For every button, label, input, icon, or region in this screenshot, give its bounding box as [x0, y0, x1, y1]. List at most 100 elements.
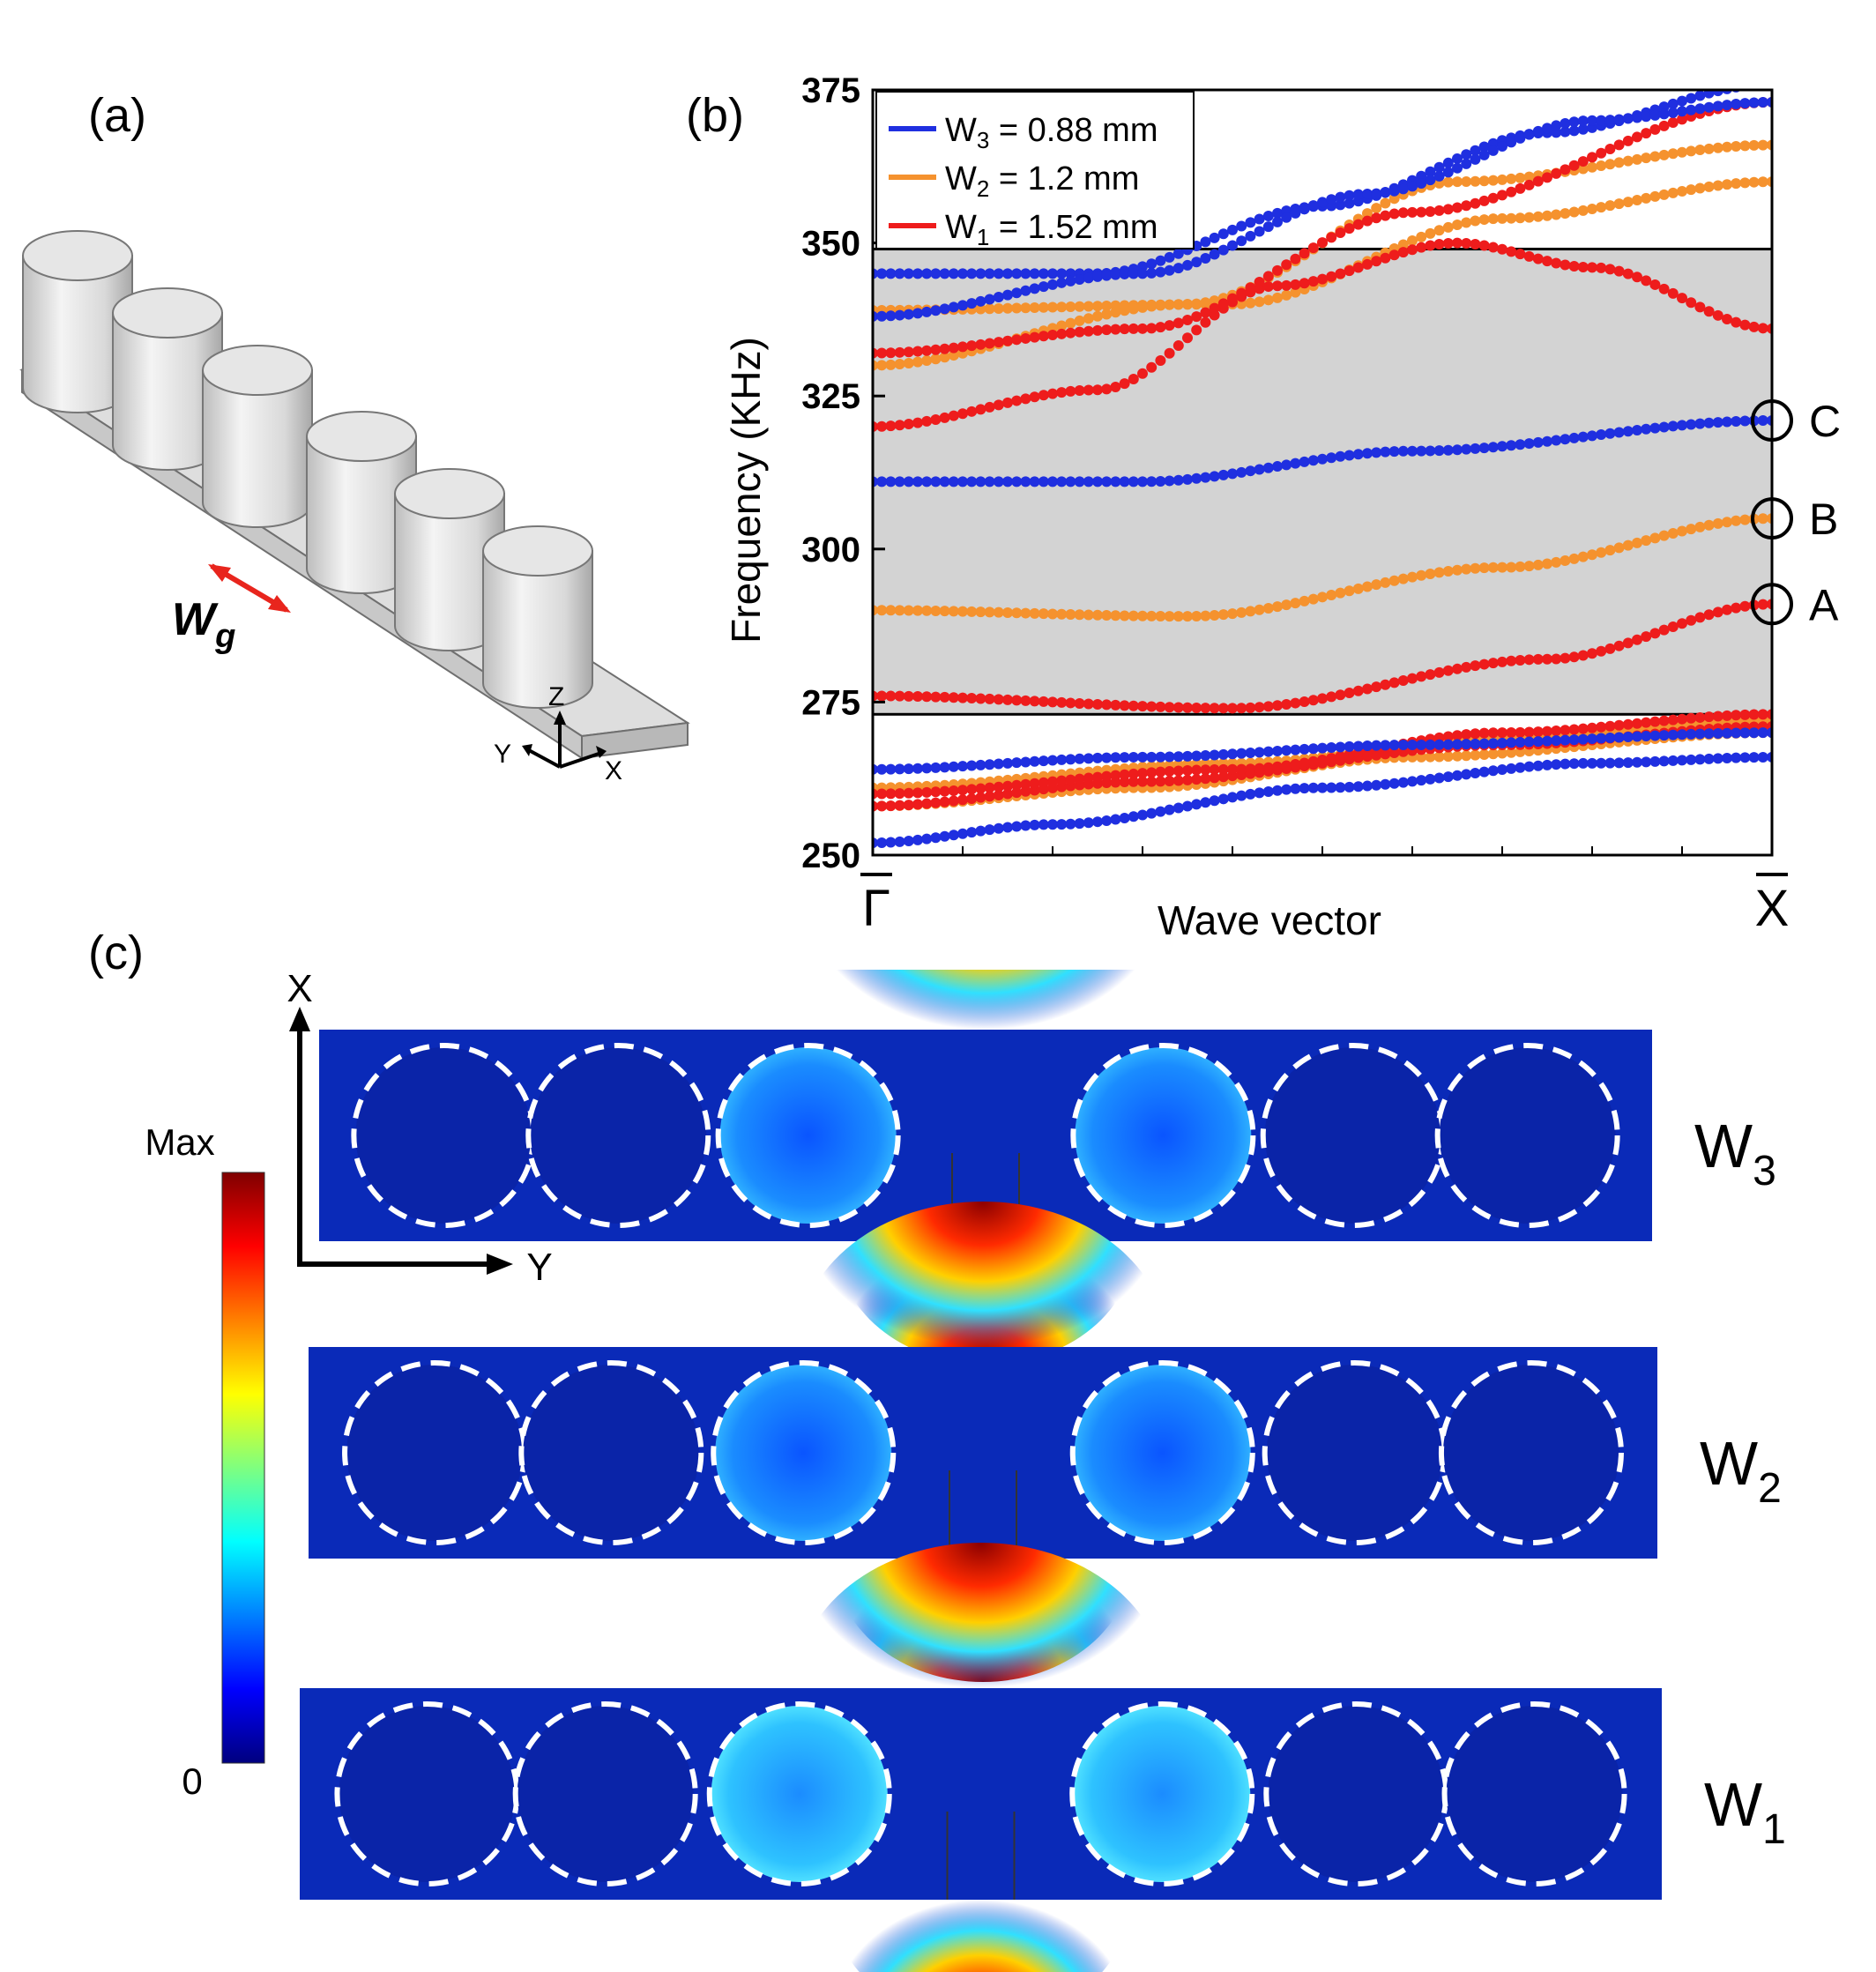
- data-point: [1146, 323, 1158, 334]
- data-point: [1397, 740, 1409, 751]
- data-point: [1596, 721, 1607, 733]
- data-point: [1020, 476, 1031, 487]
- data-point: [1703, 609, 1715, 621]
- y-tick-label: 325: [801, 377, 860, 416]
- pillar: [482, 525, 593, 709]
- data-point: [1155, 776, 1166, 787]
- legend-entry: W1 = 1.52 mm: [889, 209, 1158, 250]
- data-point: [1128, 768, 1139, 779]
- data-point: [1002, 302, 1013, 314]
- data-point: [1119, 752, 1130, 763]
- data-point: [894, 346, 905, 358]
- data-point: [966, 693, 978, 704]
- data-point: [1613, 139, 1625, 151]
- data-point: [1128, 373, 1139, 384]
- data-point: [1020, 332, 1031, 344]
- data-point: [1461, 176, 1472, 188]
- data-point: [876, 347, 888, 359]
- marker-B: B: [1751, 495, 1838, 544]
- data-point: [1442, 444, 1454, 456]
- data-point: [1029, 607, 1040, 619]
- data-point: [1506, 763, 1517, 774]
- data-point: [1694, 90, 1706, 101]
- data-point: [1667, 187, 1679, 198]
- resonator-outline: [525, 1043, 711, 1228]
- data-point: [1200, 253, 1211, 264]
- data-point: [1191, 750, 1202, 762]
- data-point: [1622, 197, 1634, 208]
- data-point: [1065, 609, 1076, 621]
- data-point: [1712, 309, 1723, 321]
- data-point: [1703, 90, 1715, 99]
- data-point: [1155, 766, 1166, 778]
- data-point: [1172, 765, 1184, 777]
- data-point: [1703, 519, 1715, 531]
- x-start-tick-label: Γ: [860, 873, 892, 937]
- data-point: [1757, 727, 1768, 739]
- data-point: [1722, 313, 1732, 324]
- data-point: [930, 762, 942, 773]
- data-point: [1182, 764, 1193, 776]
- triad-x-icon: [559, 751, 602, 769]
- data-point: [1182, 299, 1193, 310]
- resonator-outline: [518, 1360, 704, 1545]
- svg-text:X: X: [1755, 880, 1790, 937]
- triad-y-label: Y: [494, 740, 511, 769]
- data-point: [1658, 101, 1670, 113]
- data-point: [1020, 268, 1031, 279]
- data-point: [1757, 415, 1768, 427]
- data-point: [912, 417, 923, 428]
- data-point: [1227, 608, 1238, 620]
- data-point: [1523, 179, 1535, 190]
- data-point: [903, 787, 914, 799]
- data-point: [1587, 733, 1597, 745]
- data-point: [894, 268, 905, 279]
- data-point: [1029, 476, 1040, 487]
- data-point: [885, 310, 897, 322]
- data-point: [1074, 476, 1085, 487]
- field-maps: Max 0 X Y W3 W2 W1: [145, 970, 1786, 1972]
- pillar: [22, 230, 133, 413]
- data-point: [1371, 203, 1382, 214]
- data-point: [1542, 210, 1552, 221]
- data-point: [1551, 257, 1562, 269]
- data-point: [975, 303, 986, 315]
- data-point: [921, 355, 933, 367]
- data-point: [1110, 324, 1121, 335]
- field-map-W2: W2: [309, 1202, 1782, 1682]
- data-point: [1667, 117, 1679, 129]
- data-point: [984, 476, 995, 487]
- data-point: [1487, 562, 1499, 573]
- data-point: [1074, 773, 1085, 785]
- svg-text:Γ: Γ: [862, 880, 890, 937]
- data-point: [1281, 459, 1292, 471]
- data-point: [1577, 723, 1589, 734]
- data-point: [939, 303, 950, 315]
- data-point: [1217, 748, 1229, 760]
- data-point: [1739, 415, 1751, 427]
- data-point: [1029, 283, 1040, 294]
- data-point: [975, 268, 986, 279]
- data-point: [1182, 800, 1193, 812]
- bandgap-region: [871, 248, 1774, 716]
- data-point: [1731, 727, 1742, 739]
- data-point: [1416, 775, 1427, 786]
- data-point: [1478, 195, 1490, 206]
- data-point: [1065, 317, 1076, 329]
- data-point: [1119, 812, 1130, 823]
- data-point: [1281, 699, 1292, 711]
- data-point: [1596, 547, 1607, 558]
- data-point: [1038, 476, 1049, 487]
- series-W1: [873, 96, 1772, 812]
- axis-x-arrowhead-icon: [289, 1007, 310, 1031]
- data-point: [912, 356, 923, 368]
- data-point: [1326, 232, 1337, 243]
- data-point: [1748, 752, 1760, 763]
- data-point: [1083, 384, 1094, 396]
- data-point: [1344, 265, 1355, 277]
- data-point: [903, 268, 914, 279]
- data-point: [1407, 740, 1418, 751]
- data-point: [1388, 740, 1400, 751]
- data-point: [1641, 153, 1652, 164]
- data-point: [993, 303, 1004, 315]
